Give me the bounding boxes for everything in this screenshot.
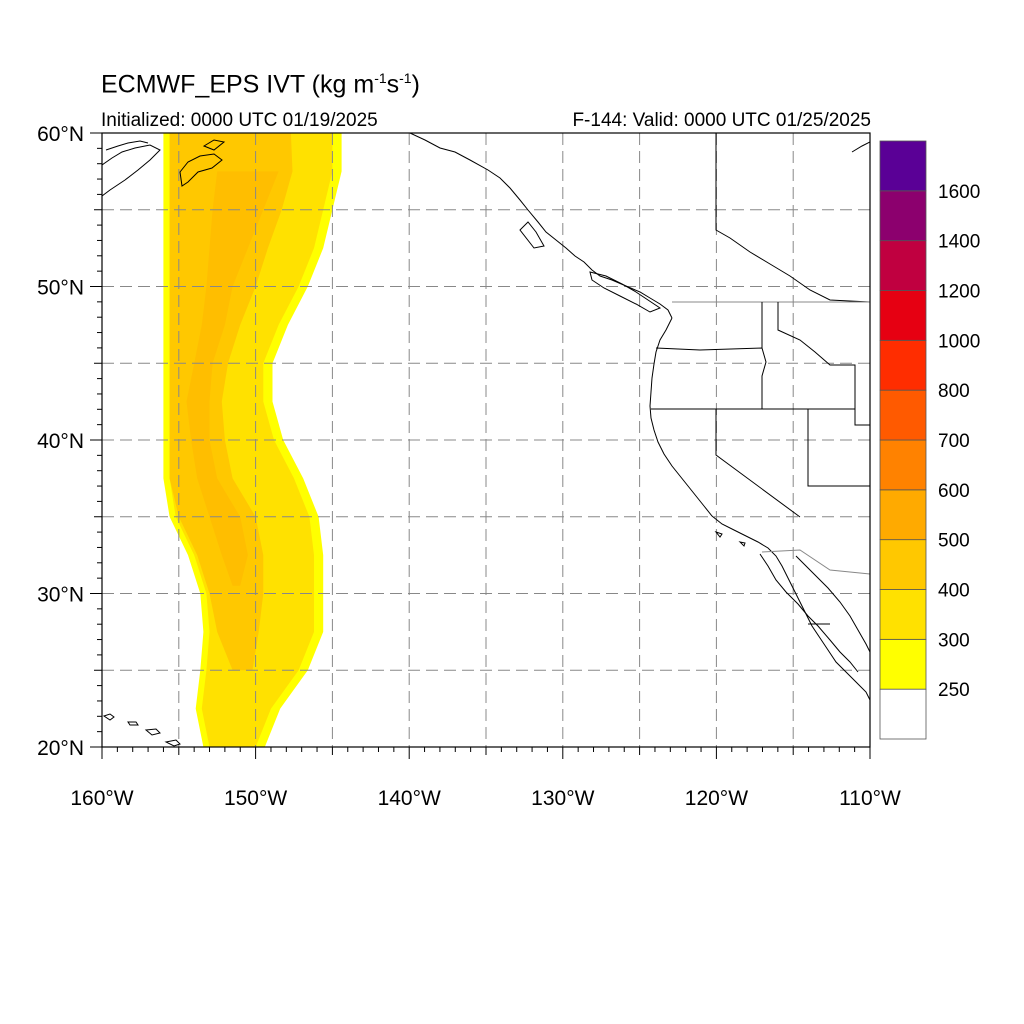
colorbar-label: 800 [938,381,970,402]
vancouver-island [589,271,662,313]
channel-islands [714,530,746,547]
alaska-land-mask [102,133,130,193]
colorbar-swatch [879,539,927,590]
longitude-label: 150°W [224,787,287,810]
latitude-label: 40°N [37,430,84,453]
longitude-label: 130°W [531,787,594,810]
colorbar-label: 600 [938,481,970,502]
colorbar-swatch [879,389,927,441]
colorbar-swatch [879,290,927,341]
colorbar-swatch [879,240,927,291]
map-title: ECMWF_EPS IVT (kg m-1s-1) [101,70,420,99]
colorbar-swatch [879,638,927,690]
valid-time-label: F-144: Valid: 0000 UTC 01/25/2025 [572,110,871,131]
lat-lon-grid [102,133,870,747]
title-exponent-1: -1 [374,70,387,86]
colorbar: 250 300 400 500 600 700 800 1000 1200 1400 1600 [879,140,980,740]
colorbar-label: 1000 [938,331,980,352]
ivt-band-500-core [186,171,279,586]
alaska-inlet [105,140,149,151]
axis-ticks [90,132,871,759]
longitude-label: 160°W [70,787,133,810]
us-mexico-border [761,549,870,575]
colorbar-label: 300 [938,630,970,651]
ivt-band-400 [169,133,293,671]
colorbar-label: 250 [938,680,970,701]
oregon-california-border [651,408,870,426]
bc-coast [409,133,673,319]
colorbar-label: 700 [938,431,970,452]
latitude-label: 50°N [37,277,84,300]
bc-alberta-border [715,133,870,303]
colorbar-label: 1200 [938,282,980,303]
haida-gwaii [519,221,545,249]
coastlines [102,133,870,747]
alaska-coast [102,144,161,197]
latitude-label: 30°N [37,584,84,607]
longitude-label: 110°W [839,787,901,810]
california-nevada-border [715,409,801,518]
colorbar-swatch [879,489,927,541]
axis-labels: 160°W 150°W 140°W 130°W 120°W 110°W 20°N 30°N 40… [37,123,901,810]
colorbar-label: 1600 [938,182,980,203]
title-text: ECMWF_EPS IVT (kg m [101,70,375,99]
alaska-island [202,139,226,151]
us-mexico-coast [649,317,870,701]
gulf-of-california-west [759,553,859,673]
hudson-coast [851,141,870,153]
latitude-label: 20°N [37,737,84,760]
idaho-border [761,302,856,409]
nevada-utah-border [807,409,870,487]
colorbar-swatch [879,190,927,242]
longitude-label: 120°W [685,787,748,810]
gulf-of-california-east [795,555,870,653]
title-text-end: ) [411,70,420,99]
colorbar-swatch [879,688,927,740]
colorbar-swatch [879,439,927,491]
title-exponent-2: -1 [399,70,412,86]
latitude-label: 60°N [37,123,84,146]
colorbar-label: 400 [938,581,970,602]
colorbar-swatch [879,589,927,640]
title-text-mid: s [386,70,400,99]
hawaii-islands [102,713,181,747]
colorbar-swatch [879,140,927,192]
colorbar-label: 1400 [938,232,980,253]
initialized-label: Initialized: 0000 UTC 01/19/2025 [101,110,378,131]
longitude-label: 140°W [378,787,441,810]
washington-oregon-border [655,347,767,409]
kodiak-island [179,153,223,187]
colorbar-label: 500 [938,531,970,552]
colorbar-swatch [879,339,927,391]
